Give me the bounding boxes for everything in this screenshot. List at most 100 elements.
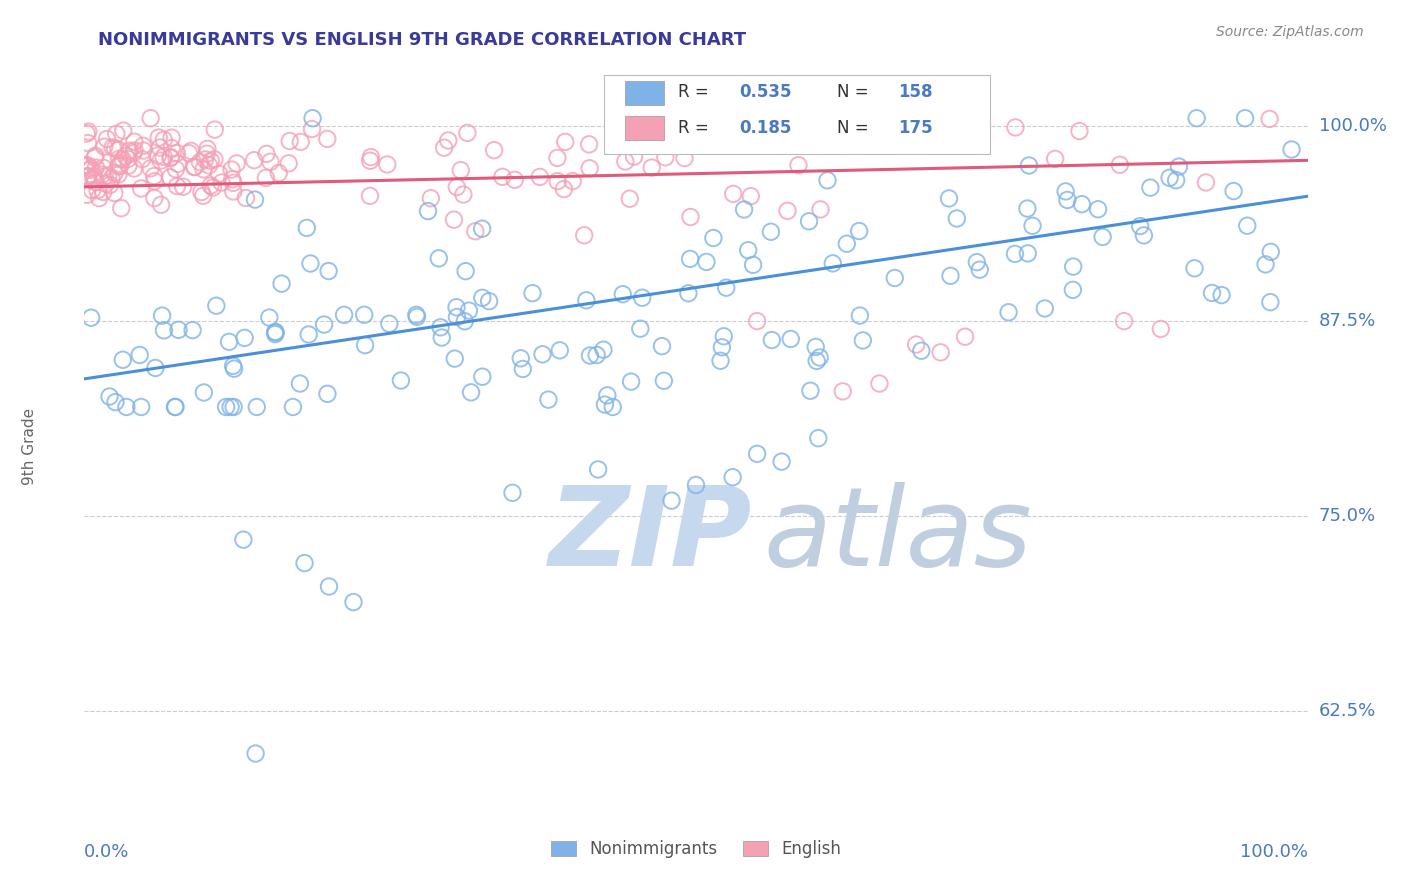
Point bbox=[149, 140, 172, 154]
Point bbox=[75, 158, 97, 172]
Point bbox=[554, 135, 576, 149]
Point bbox=[1185, 111, 1208, 125]
Point bbox=[471, 221, 494, 235]
Point bbox=[79, 162, 101, 177]
Point bbox=[107, 143, 129, 157]
Point bbox=[165, 400, 187, 414]
Point bbox=[1133, 228, 1156, 243]
Point bbox=[747, 447, 769, 461]
Point bbox=[243, 153, 266, 168]
Point bbox=[740, 189, 762, 203]
Point bbox=[111, 352, 134, 367]
Point bbox=[76, 187, 98, 202]
Point bbox=[193, 188, 215, 202]
Point bbox=[112, 123, 135, 137]
Point bbox=[419, 191, 441, 205]
Point bbox=[602, 400, 624, 414]
Point bbox=[101, 140, 124, 154]
Point bbox=[77, 169, 100, 183]
Point bbox=[114, 149, 136, 163]
Point bbox=[612, 287, 634, 301]
Text: R =: R = bbox=[678, 119, 709, 136]
Point bbox=[100, 171, 122, 186]
Point bbox=[938, 191, 960, 205]
Point bbox=[190, 185, 212, 199]
Point bbox=[1167, 160, 1189, 174]
Point bbox=[578, 161, 600, 176]
Point bbox=[139, 161, 162, 176]
Point bbox=[177, 146, 200, 161]
Point bbox=[1195, 176, 1218, 190]
Point bbox=[619, 192, 641, 206]
Point bbox=[1054, 185, 1077, 199]
Point bbox=[1222, 184, 1244, 198]
Legend: Nonimmigrants, English: Nonimmigrants, English bbox=[544, 833, 848, 864]
Point bbox=[636, 130, 658, 145]
Point bbox=[969, 262, 991, 277]
Point bbox=[620, 375, 643, 389]
Point bbox=[259, 310, 281, 325]
Point bbox=[437, 133, 460, 147]
Point bbox=[471, 291, 494, 305]
Point bbox=[270, 277, 292, 291]
Point bbox=[77, 136, 100, 150]
FancyBboxPatch shape bbox=[605, 75, 990, 153]
Point bbox=[787, 158, 810, 172]
Point bbox=[359, 189, 381, 203]
Point bbox=[204, 153, 226, 167]
Point bbox=[256, 146, 278, 161]
Point bbox=[966, 255, 988, 269]
Point bbox=[1184, 261, 1206, 276]
Point bbox=[946, 211, 969, 226]
Point bbox=[152, 150, 174, 164]
Point bbox=[446, 310, 468, 324]
Point bbox=[97, 169, 120, 183]
Point bbox=[259, 154, 281, 169]
Point bbox=[243, 193, 266, 207]
Point bbox=[1260, 244, 1282, 259]
Point bbox=[359, 153, 381, 168]
Point bbox=[810, 202, 832, 217]
Text: 100.0%: 100.0% bbox=[1319, 117, 1386, 135]
Point bbox=[76, 158, 98, 172]
Point bbox=[759, 225, 782, 239]
Point bbox=[246, 400, 269, 414]
Point bbox=[1150, 322, 1173, 336]
Point bbox=[443, 351, 465, 366]
Point bbox=[953, 329, 976, 343]
Point bbox=[1281, 143, 1303, 157]
Point bbox=[103, 186, 125, 200]
Point bbox=[679, 252, 702, 266]
Point bbox=[129, 400, 152, 414]
Point bbox=[807, 431, 830, 445]
Text: atlas: atlas bbox=[763, 483, 1032, 590]
Point bbox=[681, 128, 703, 142]
Point bbox=[201, 180, 224, 194]
Text: N =: N = bbox=[837, 119, 869, 136]
Point bbox=[578, 137, 600, 152]
Point bbox=[200, 178, 222, 193]
Point bbox=[849, 309, 872, 323]
Point bbox=[779, 332, 801, 346]
Point bbox=[579, 349, 602, 363]
Point bbox=[997, 305, 1019, 319]
Point bbox=[482, 143, 505, 157]
Point bbox=[108, 157, 131, 171]
Point bbox=[146, 149, 169, 163]
Point bbox=[342, 595, 364, 609]
Point bbox=[83, 169, 105, 184]
Point bbox=[172, 179, 194, 194]
Point bbox=[316, 132, 339, 146]
Text: 0.185: 0.185 bbox=[738, 119, 792, 136]
Point bbox=[264, 325, 287, 339]
Point bbox=[406, 310, 429, 324]
Point bbox=[76, 127, 98, 141]
Point bbox=[277, 156, 299, 170]
Point bbox=[503, 173, 526, 187]
Point bbox=[222, 359, 245, 373]
Point bbox=[910, 343, 932, 358]
Point bbox=[128, 348, 150, 362]
Point bbox=[596, 388, 619, 402]
Point bbox=[433, 141, 456, 155]
Point bbox=[799, 384, 821, 398]
